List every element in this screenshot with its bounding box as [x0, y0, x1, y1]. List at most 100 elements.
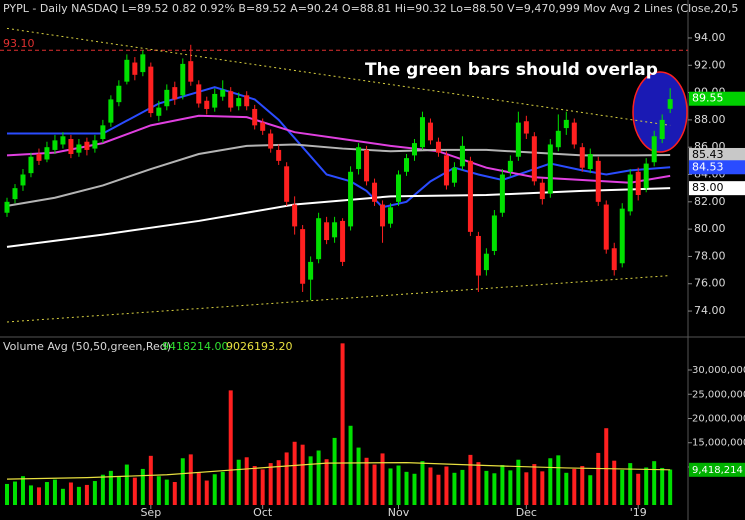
candle-body [467, 160, 473, 232]
volume-bar [604, 428, 609, 505]
volume-bar [540, 471, 545, 505]
candle-body [220, 89, 226, 97]
candle-body [635, 171, 641, 195]
volume-bar [36, 487, 41, 505]
candle-body [427, 122, 433, 141]
volume-bar [532, 464, 537, 505]
y-tick-label: 78.00 [694, 249, 726, 262]
candle-body [563, 119, 569, 129]
volume-bar [636, 473, 641, 505]
volume-bar [668, 469, 673, 505]
volume-bar [60, 488, 65, 505]
candle-body [404, 158, 409, 172]
volume-bar [628, 463, 633, 505]
volume-bar [68, 482, 73, 505]
candle-body [499, 174, 505, 213]
candle-body [643, 163, 649, 189]
moving-average [6, 143, 671, 207]
volume-bar [52, 479, 57, 505]
candle-body [196, 84, 202, 104]
volume-bar [140, 468, 145, 505]
candle-body [180, 63, 186, 96]
candle-body [419, 117, 425, 148]
volume-bar [316, 450, 321, 505]
y-tick-label: 74.00 [694, 304, 726, 317]
candle-body [595, 160, 601, 202]
x-tick-label: Oct [253, 506, 273, 519]
candle-body [547, 144, 553, 194]
volume-bar [44, 482, 49, 505]
volume-bar [284, 452, 289, 505]
candle-body [204, 100, 210, 109]
volume-bar [300, 444, 305, 505]
candle-body [324, 222, 330, 241]
candle-body [244, 95, 250, 107]
candle-body [68, 139, 74, 155]
candle-body [92, 140, 98, 149]
last-value-label: 83.00 [692, 181, 724, 194]
candle-body [571, 122, 577, 145]
last-value-label: 85.43 [692, 148, 724, 161]
candle-body [76, 144, 82, 153]
volume-bar [260, 469, 265, 505]
volume-bar [12, 481, 17, 505]
volume-bar [356, 447, 361, 505]
volume-bar [436, 474, 441, 505]
moving-average [7, 86, 671, 209]
volume-bar [132, 477, 137, 505]
volume-bar [548, 458, 553, 505]
candle-body [188, 61, 194, 82]
last-value-box [689, 160, 745, 175]
candle-body [212, 93, 218, 108]
volume-bar [364, 457, 369, 505]
y-tick-label: 94.00 [694, 31, 726, 44]
candle-body [348, 171, 354, 227]
highlight-ellipse [632, 71, 688, 153]
volume-bar [460, 469, 465, 505]
volume-bar [92, 481, 97, 505]
volume-bar [308, 456, 313, 505]
candle-body [364, 149, 370, 182]
volume-bar [588, 475, 593, 505]
candle-body [651, 136, 657, 163]
last-value-label: 89.55 [692, 92, 724, 105]
x-tick-label: '19 [630, 506, 647, 519]
volume-bar [180, 458, 185, 505]
volume-bar [476, 462, 481, 505]
header: PYPL - Daily NASDAQ L=89.52 0.82 0.92% B… [3, 2, 738, 15]
candle-body [659, 119, 665, 140]
candle-body [84, 141, 90, 150]
volume-bar [268, 463, 273, 505]
y-tick-label: 76.00 [694, 277, 726, 290]
last-value-box [689, 181, 745, 196]
y-tick-label: 88.00 [694, 113, 726, 126]
candle-body [236, 98, 242, 107]
volume-bar [228, 390, 233, 505]
volume-bar [20, 476, 25, 505]
volume-title: Volume Avg (50,50,green,Red) [3, 340, 171, 353]
volume-bar [388, 468, 393, 505]
candle-body [396, 174, 402, 202]
volume-last-label: 9,418,214 [692, 465, 743, 476]
candle-body [475, 235, 481, 276]
candle-body [316, 218, 322, 260]
candle-body [539, 182, 545, 200]
candle-body [260, 122, 266, 131]
trendline [6, 275, 671, 323]
volume-bar [292, 441, 297, 505]
volume-avg-label: 9026193.20 [226, 340, 292, 353]
volume-bar [372, 464, 377, 505]
volume-bar [396, 465, 401, 505]
x-tick-label: Nov [388, 506, 410, 519]
candle-body [451, 167, 457, 183]
candle-body [268, 133, 274, 149]
candle-body [555, 130, 561, 148]
volume-bar [148, 455, 153, 505]
candle-body [4, 201, 10, 213]
volume-avg-label: 9418214.00 [162, 340, 228, 353]
volume-tick-label: 20,000,000 [692, 413, 745, 424]
candle-body [459, 145, 465, 167]
volume-bar [572, 468, 577, 505]
volume-bar [116, 476, 121, 505]
volume-bar [644, 467, 649, 505]
